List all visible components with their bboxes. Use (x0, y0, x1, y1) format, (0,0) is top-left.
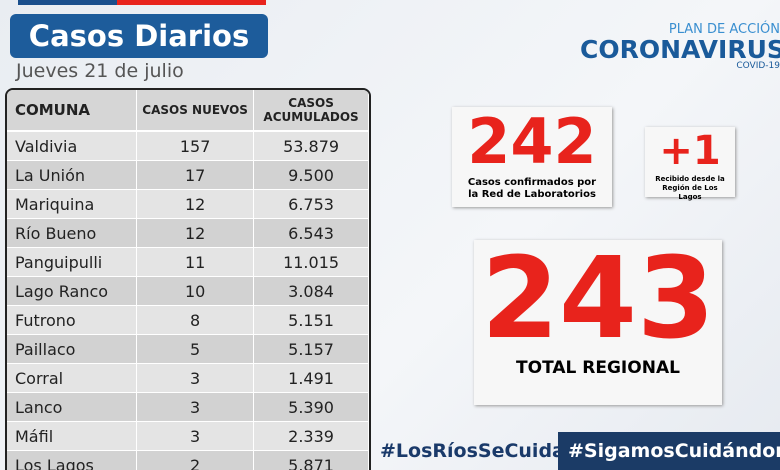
cases-table: COMUNA CASOS NUEVOS CASOS ACUMULADOS Valdiv… (7, 90, 369, 470)
comuna: Los Lagos (7, 450, 138, 470)
comuna: Mariquina (7, 189, 138, 219)
comuna: Futrono (7, 305, 138, 335)
total-label: TOTAL REGIONAL (516, 358, 680, 378)
received-label: Recibido desde la Región de Los Lagos (655, 175, 725, 201)
total-value: 243 (481, 234, 715, 364)
received-value: +1 (659, 128, 721, 174)
table-frame: COMUNA CASOS NUEVOS CASOS ACUMULADOS Valdiv… (5, 88, 371, 470)
cell-number: 6.753 (253, 189, 369, 219)
confirmed-box: 242 Casos confirmados por la Red de Labo… (452, 107, 612, 207)
logo-name: CORONAVIRUS (580, 35, 780, 64)
cell-number: 2 (136, 450, 255, 470)
comuna: Paillaco (7, 334, 138, 364)
comuna: Corral (7, 363, 138, 393)
logo-sub: COVID-19 (736, 61, 780, 71)
table-row: Paillaco 5 5.157 (7, 334, 369, 364)
cell-number: 6.543 (253, 218, 369, 248)
column-header: CASOS NUEVOS (136, 90, 255, 132)
comuna: Máfil (7, 421, 138, 451)
confirmed-label: Casos confirmados por la Red de Laborato… (467, 177, 597, 200)
table-row: Mariquina 12 6.753 (7, 189, 369, 219)
cell-number: 1.491 (253, 363, 369, 393)
cell-number: 3 (136, 421, 255, 451)
table-row: Lago Ranco 10 3.084 (7, 276, 369, 306)
cell-number: 9.500 (253, 160, 369, 190)
cell-number: 3.084 (253, 276, 369, 306)
cell-number: 2.339 (253, 421, 369, 451)
logo: PLAN DE ACCIÓN CORONAVIRUS COVID-19 (580, 22, 780, 71)
cell-number: 12 (136, 218, 255, 248)
confirmed-value: 242 (467, 105, 597, 178)
table-row: Valdivia 157 53.879 (7, 131, 369, 161)
total-box: 243 TOTAL REGIONAL (474, 240, 722, 405)
table-row: Los Lagos 2 5.871 (7, 450, 369, 470)
comuna: Lago Ranco (7, 276, 138, 306)
column-header: CASOS ACUMULADOS (253, 90, 369, 132)
comuna: Panguipulli (7, 247, 138, 277)
cell-number: 8 (136, 305, 255, 335)
cell-number: 5.157 (253, 334, 369, 364)
cell-number: 12 (136, 189, 255, 219)
column-header: COMUNA (7, 90, 138, 132)
title: Casos Diarios (10, 14, 268, 58)
table-row: La Unión 17 9.500 (7, 160, 369, 190)
cell-number: 53.879 (253, 131, 369, 161)
flag-stripe (18, 0, 266, 5)
cell-number: 11.015 (253, 247, 369, 277)
logo-plan: PLAN DE ACCIÓN (668, 22, 780, 37)
cell-number: 3 (136, 392, 255, 422)
table-row: Futrono 8 5.151 (7, 305, 369, 335)
comuna: La Unión (7, 160, 138, 190)
cell-number: 11 (136, 247, 255, 277)
table-row: Panguipulli 11 11.015 (7, 247, 369, 277)
table-row: Lanco 3 5.390 (7, 392, 369, 422)
cell-number: 157 (136, 131, 255, 161)
hashtag: #LosRíosSeCuida (380, 440, 565, 462)
table-row: Río Bueno 12 6.543 (7, 218, 369, 248)
hashtag: #SigamosCuidándonos (558, 432, 780, 470)
table-row: Corral 3 1.491 (7, 363, 369, 393)
comuna: Lanco (7, 392, 138, 422)
table-row: Máfil 3 2.339 (7, 421, 369, 451)
cell-number: 3 (136, 363, 255, 393)
cell-number: 5.871 (253, 450, 369, 470)
comuna: Valdivia (7, 131, 138, 161)
comuna: Río Bueno (7, 218, 138, 248)
cell-number: 5.151 (253, 305, 369, 335)
date: Jueves 21 de julio (16, 60, 184, 82)
cell-number: 17 (136, 160, 255, 190)
received-box: +1 Recibido desde la Región de Los Lagos (645, 127, 735, 201)
cell-number: 5 (136, 334, 255, 364)
cell-number: 10 (136, 276, 255, 306)
cell-number: 5.390 (253, 392, 369, 422)
